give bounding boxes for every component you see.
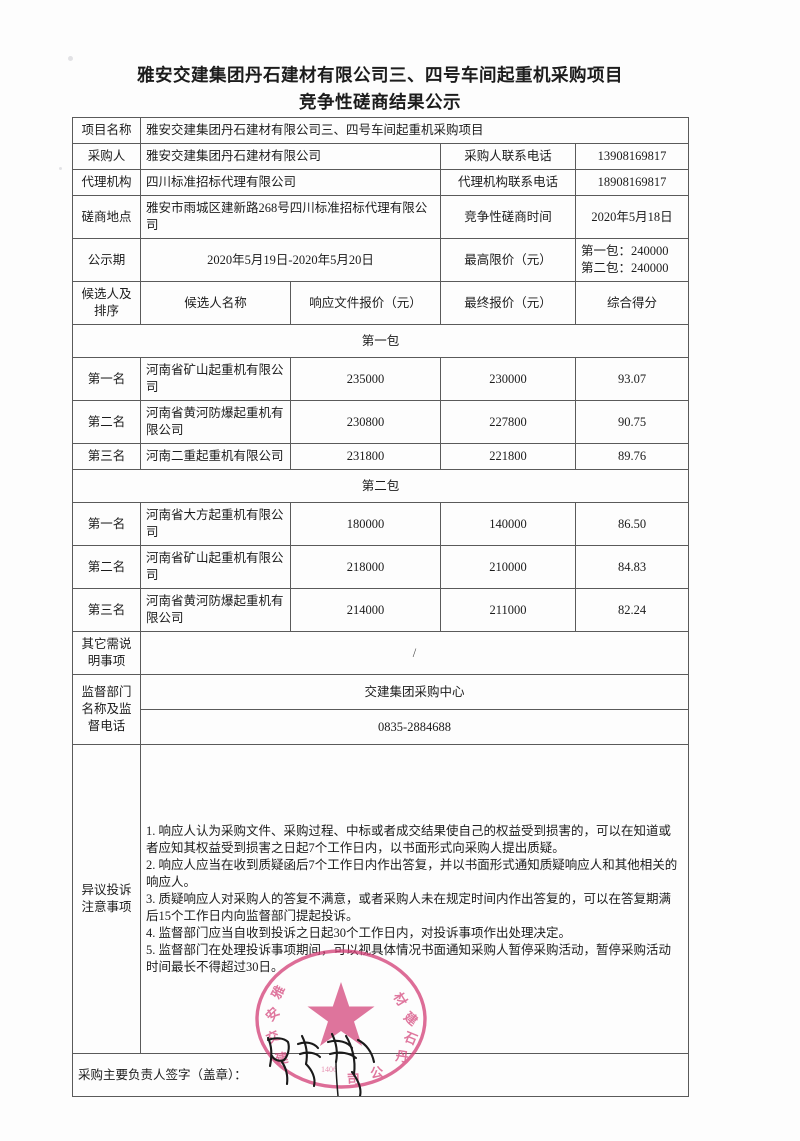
agency-label: 代理机构 [72, 169, 141, 196]
response-price: 218000 [290, 545, 441, 589]
response-price: 230800 [290, 400, 441, 444]
company-name: 河南省黄河防爆起重机有限公司 [140, 588, 291, 632]
final-price: 211000 [440, 588, 576, 632]
final-price: 230000 [440, 357, 576, 401]
package-header-row: 第二包 [71, 469, 690, 503]
score: 86.50 [574, 502, 690, 546]
location-label: 磋商地点 [72, 195, 141, 239]
response-price-label: 响应文件报价（元） [290, 281, 441, 325]
project-name-label: 项目名称 [72, 117, 141, 144]
rank: 第一名 [72, 357, 141, 401]
location-value: 雅安市雨城区建新路268号四川标准招标代理有限公司 [140, 195, 441, 239]
purchaser-label: 采购人 [72, 143, 141, 170]
table-row: 第一名 河南省大方起重机有限公司 180000 140000 86.50 [72, 502, 690, 546]
supervision-label: 监督部门名称及监督电话 [72, 674, 141, 745]
objection-item-5: 5. 监督部门在处理投诉事项期间，可以视具体情况书面通知采购人暂停采购活动，暂停… [146, 942, 672, 974]
scan-speck [59, 167, 62, 170]
candidate-name-label: 候选人名称 [140, 281, 291, 325]
purchaser-phone-value: 13908169817 [574, 143, 690, 170]
objection-notes: 1. 响应人认为采购文件、采购过程、中标或者成交结果使自己的权益受到损害的，可以… [139, 744, 690, 1054]
final-price: 210000 [440, 545, 576, 589]
score: 82.24 [574, 588, 690, 632]
notice-period-label: 公示期 [72, 238, 141, 282]
table-row-agency: 代理机构 四川标准招标代理有限公司 代理机构联系电话 18908169817 [72, 169, 690, 196]
table-row: 第三名 河南省黄河防爆起重机有限公司 214000 211000 82.24 [72, 588, 690, 632]
objection-item-4: 4. 监督部门应当自收到投诉之日起30个工作日内，对投诉事项作出处理决定。 [146, 925, 572, 940]
company-name: 河南省大方起重机有限公司 [140, 502, 291, 546]
signature-label: 采购主要负责人签字（盖章）： [71, 1053, 690, 1097]
package-2-name: 第二包 [71, 469, 690, 503]
company-name: 河南省矿山起重机有限公司 [140, 545, 291, 589]
package-1-name: 第一包 [71, 324, 690, 358]
table-row-location: 磋商地点 雅安市雨城区建新路268号四川标准招标代理有限公司 竞争性磋商时间 2… [72, 195, 690, 239]
table-row-purchaser: 采购人 雅安交建集团丹石建材有限公司 采购人联系电话 13908169817 [72, 143, 690, 170]
supervision-department: 交建集团采购中心 [139, 674, 690, 710]
company-name: 河南省黄河防爆起重机有限公司 [140, 400, 291, 444]
rank: 第三名 [72, 588, 141, 632]
score: 84.83 [574, 545, 690, 589]
objection-label: 异议投诉注意事项 [72, 744, 141, 1054]
table-row-objection: 异议投诉注意事项 1. 响应人认为采购文件、采购过程、中标或者成交结果使自己的权… [72, 744, 690, 1054]
title-line-2: 竞争性磋商结果公示 [299, 92, 461, 112]
response-price: 180000 [290, 502, 441, 546]
table-row-supervision-phone: 0835-2884688 [73, 709, 690, 745]
table-row-project-name: 项目名称 雅安交建集团丹石建材有限公司三、四号车间起重机采购项目 [72, 117, 690, 144]
candidate-rank-label: 候选人及排序 [72, 281, 141, 325]
table-row: 第一名 河南省矿山起重机有限公司 235000 230000 93.07 [72, 357, 690, 401]
final-price-label: 最终报价（元） [440, 281, 576, 325]
score: 90.75 [574, 400, 690, 444]
final-price: 140000 [440, 502, 576, 546]
page-title: 雅安交建集团丹石建材有限公司三、四号车间起重机采购项目 竞争性磋商结果公示 [72, 62, 688, 116]
max-price-value: 第一包：240000 第二包：240000 [574, 238, 690, 282]
purchaser-phone-label: 采购人联系电话 [440, 143, 576, 170]
company-name: 河南省矿山起重机有限公司 [140, 357, 291, 401]
objection-item-1: 1. 响应人认为采购文件、采购过程、中标或者成交结果使自己的权益受到损害的，可以… [146, 823, 672, 855]
table-row-notice-period: 公示期 2020年5月19日-2020年5月20日 最高限价（元） 第一包：24… [72, 238, 690, 282]
rank: 第三名 [72, 443, 141, 470]
final-price: 227800 [440, 400, 576, 444]
agency-phone-value: 18908169817 [574, 169, 690, 196]
rank: 第二名 [72, 545, 141, 589]
package-header-row: 第一包 [71, 324, 690, 358]
response-price: 231800 [290, 443, 441, 470]
final-price: 221800 [440, 443, 576, 470]
response-price: 214000 [290, 588, 441, 632]
table-row: 第三名 河南二重起重机有限公司 231800 221800 89.76 [72, 443, 690, 470]
max-price-package-2: 第二包：240000 [581, 261, 669, 275]
objection-item-2: 2. 响应人应当在收到质疑函后7个工作日内作出答复，并以书面形式通知质疑响应人和… [146, 857, 678, 889]
supervision-phone: 0835-2884688 [139, 709, 690, 745]
other-notes-value: / [139, 631, 690, 675]
table-row-supervision-department: 监督部门名称及监督电话 交建集团采购中心 [72, 674, 690, 745]
title-line-1: 雅安交建集团丹石建材有限公司三、四号车间起重机采购项目 [137, 65, 623, 85]
company-name: 河南二重起重机有限公司 [140, 443, 291, 470]
table-row-candidate-header: 候选人及排序 候选人名称 响应文件报价（元） 最终报价（元） 综合得分 [72, 281, 690, 325]
other-notes-label: 其它需说明事项 [72, 631, 141, 675]
max-price-label: 最高限价（元） [440, 238, 576, 282]
rank: 第二名 [72, 400, 141, 444]
score: 89.76 [574, 443, 690, 470]
table-row-other-notes: 其它需说明事项 / [72, 631, 690, 675]
max-price-package-1: 第一包：240000 [581, 244, 669, 258]
scan-speck [68, 56, 73, 61]
response-price: 235000 [290, 357, 441, 401]
table-row: 第二名 河南省黄河防爆起重机有限公司 230800 227800 90.75 [72, 400, 690, 444]
negotiation-time-label: 竞争性磋商时间 [440, 195, 576, 239]
table-row-signature: 采购主要负责人签字（盖章）： [71, 1053, 690, 1097]
table-row: 第二名 河南省矿山起重机有限公司 218000 210000 84.83 [72, 545, 690, 589]
negotiation-time-value: 2020年5月18日 [574, 195, 690, 239]
score: 93.07 [574, 357, 690, 401]
project-name-value: 雅安交建集团丹石建材有限公司三、四号车间起重机采购项目 [139, 117, 690, 144]
agency-value: 四川标准招标代理有限公司 [140, 169, 441, 196]
purchaser-value: 雅安交建集团丹石建材有限公司 [140, 143, 441, 170]
announcement-table: 项目名称 雅安交建集团丹石建材有限公司三、四号车间起重机采购项目 采购人 雅安交… [71, 117, 690, 1097]
score-label: 综合得分 [574, 281, 690, 325]
rank: 第一名 [72, 502, 141, 546]
objection-item-3: 3. 质疑响应人对采购人的答复不满意，或者采购人未在规定时间内作出答复的，可以在… [146, 891, 672, 923]
notice-period-value: 2020年5月19日-2020年5月20日 [140, 238, 441, 282]
agency-phone-label: 代理机构联系电话 [440, 169, 576, 196]
